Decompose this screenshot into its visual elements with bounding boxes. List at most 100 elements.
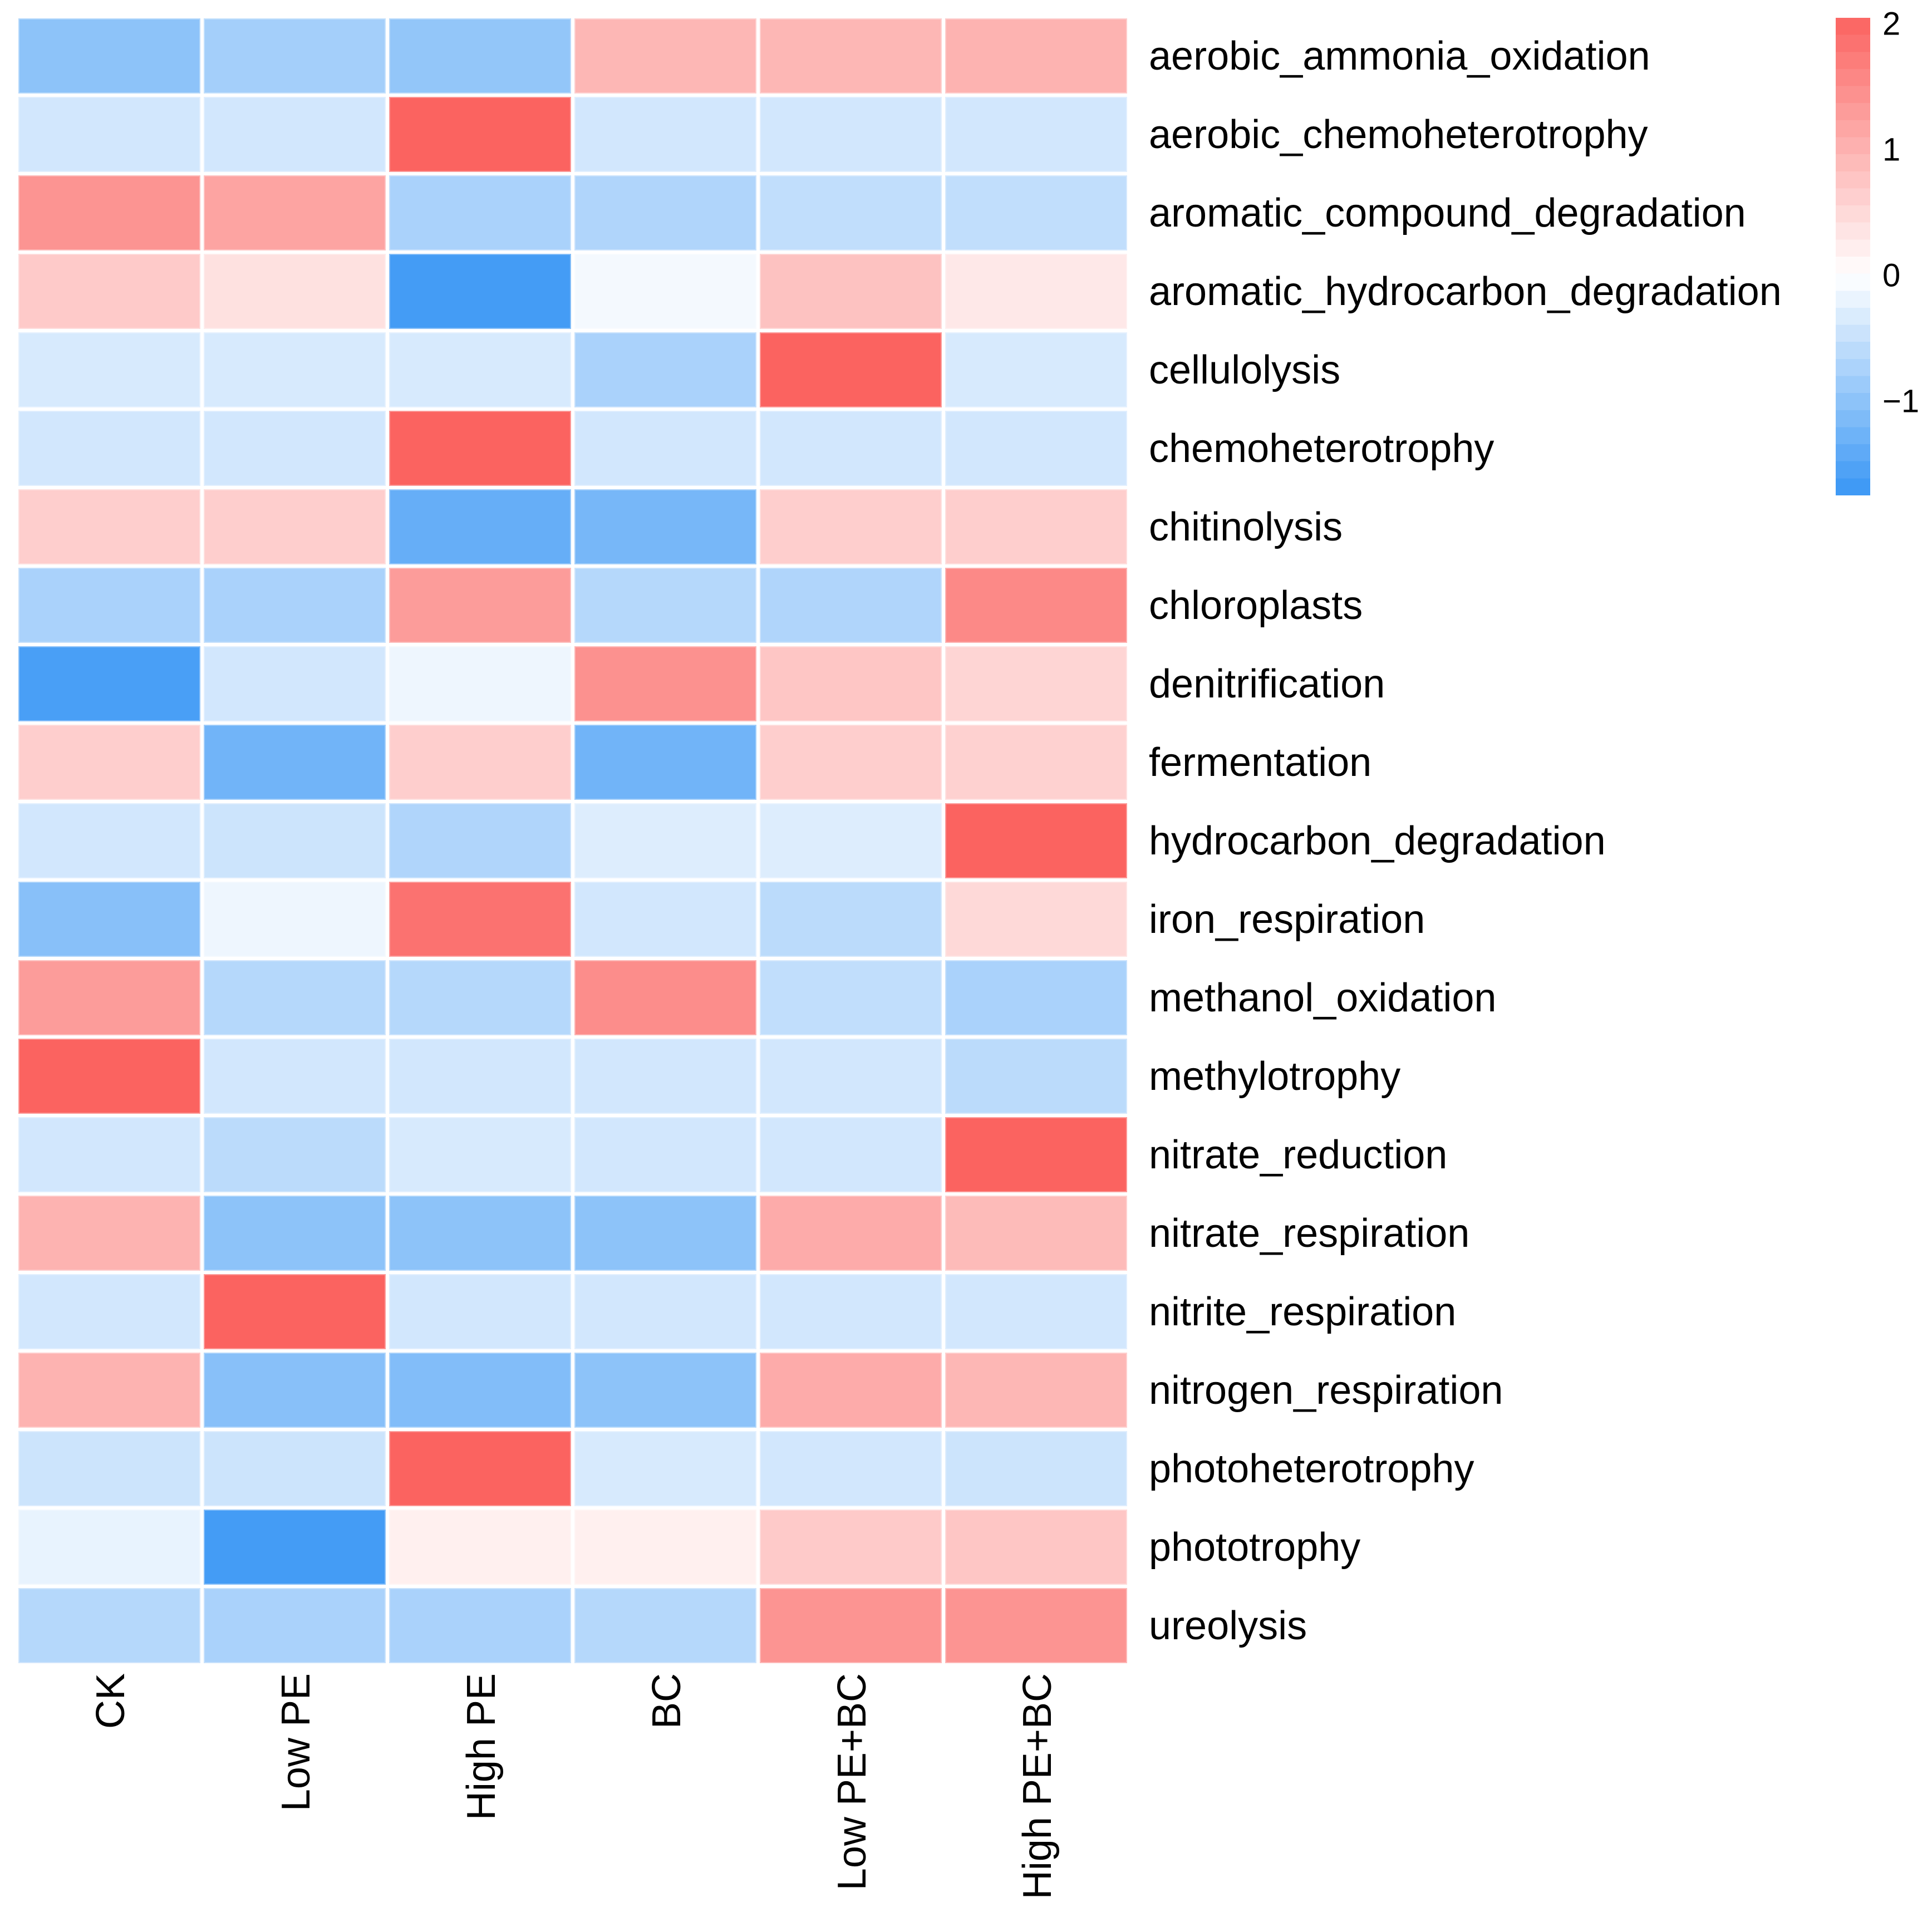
heatmap-cell: [389, 254, 571, 329]
heatmap-cell: [574, 725, 756, 800]
heatmap-cell: [574, 1117, 756, 1192]
heatmap-cell: [574, 411, 756, 486]
heatmap-cell: [204, 568, 386, 643]
heatmap-cell: [574, 882, 756, 957]
heatmap-cell: [760, 646, 942, 721]
heatmap-cell: [760, 332, 942, 407]
heatmap-cell: [389, 803, 571, 878]
heatmap-cell: [204, 332, 386, 407]
heatmap-cell: [574, 254, 756, 329]
heatmap-cell: [18, 1196, 200, 1271]
heatmap-cell: [945, 960, 1127, 1035]
row-label: cellulolysis: [1149, 347, 1341, 392]
column-axis-labels: CK Low PE High PE BC Low PE+BC High PE+BC: [18, 1673, 1127, 1918]
heatmap-cell: [945, 411, 1127, 486]
heatmap-cell: [389, 1588, 571, 1663]
heatmap-cell: [574, 175, 756, 250]
heatmap-cell: [945, 1117, 1127, 1192]
colorbar-tick-label: 1: [1882, 131, 1901, 168]
heatmap-cell: [760, 960, 942, 1035]
col-label: High PE: [459, 1673, 504, 1821]
heatmap-cell: [760, 1117, 942, 1192]
row-label: nitrate_reduction: [1149, 1132, 1448, 1177]
heatmap-cell: [204, 18, 386, 94]
row-label: iron_respiration: [1149, 897, 1425, 942]
heatmap-cell: [389, 1196, 571, 1271]
row-axis-labels: aerobic_ammonia_oxidation aerobic_chemohe…: [1149, 18, 1782, 1663]
row-label: denitrification: [1149, 661, 1385, 706]
heatmap-cell: [574, 1353, 756, 1428]
heatmap-cell: [945, 803, 1127, 878]
row-label: chloroplasts: [1149, 583, 1363, 628]
heatmap-cell: [18, 882, 200, 957]
heatmap-cell: [389, 1353, 571, 1428]
heatmap-cell: [18, 411, 200, 486]
heatmap-cell: [574, 1431, 756, 1506]
heatmap-cell: [204, 1588, 386, 1663]
heatmap-cell: [204, 960, 386, 1035]
col-label-slot: Low PE+BC: [760, 1673, 942, 1918]
heatmap-cell: [945, 1510, 1127, 1585]
heatmap-cell: [18, 1510, 200, 1585]
heatmap-cell: [204, 1039, 386, 1114]
row-label: methylotrophy: [1149, 1054, 1401, 1099]
heatmap-cell: [760, 254, 942, 329]
heatmap-cell: [204, 175, 386, 250]
heatmap-cell: [574, 1274, 756, 1349]
col-label-slot: Low PE: [204, 1673, 386, 1918]
heatmap-cell: [389, 646, 571, 721]
heatmap-cell: [389, 1510, 571, 1585]
heatmap-cell: [760, 725, 942, 800]
heatmap-cell: [760, 1039, 942, 1114]
heatmap-cell: [18, 254, 200, 329]
heatmap-cell: [18, 1431, 200, 1506]
heatmap-cell: [574, 803, 756, 878]
heatmap-cell: [18, 489, 200, 564]
heatmap-cell: [389, 1274, 571, 1349]
row-label: chemoheterotrophy: [1149, 426, 1495, 471]
heatmap-cell: [18, 175, 200, 250]
heatmap-cell: [760, 411, 942, 486]
row-label: aromatic_hydrocarbon_degradation: [1149, 269, 1782, 314]
colorbar-tick-label: 2: [1882, 6, 1901, 42]
col-label: High PE+BC: [1015, 1673, 1060, 1900]
heatmap: [18, 18, 1127, 1663]
heatmap-cell: [760, 1196, 942, 1271]
row-label: phototrophy: [1149, 1525, 1361, 1570]
heatmap-cell: [574, 97, 756, 172]
heatmap-cell: [18, 646, 200, 721]
colorbar-tick-label: 0: [1882, 257, 1901, 294]
heatmap-cell: [204, 489, 386, 564]
col-label: CK: [88, 1673, 133, 1729]
col-label: Low PE: [273, 1673, 318, 1812]
heatmap-cell: [945, 97, 1127, 172]
heatmap-cell: [945, 882, 1127, 957]
heatmap-cell: [18, 803, 200, 878]
heatmap-cell: [760, 1588, 942, 1663]
colorbar: [1836, 18, 1870, 495]
heatmap-cell: [574, 489, 756, 564]
row-label: aerobic_chemoheterotrophy: [1149, 112, 1648, 157]
heatmap-cell: [389, 725, 571, 800]
col-label-slot: High PE+BC: [945, 1673, 1127, 1918]
heatmap-cell: [389, 960, 571, 1035]
row-label: photoheterotrophy: [1149, 1446, 1474, 1491]
heatmap-cell: [204, 1117, 386, 1192]
heatmap-cell: [18, 725, 200, 800]
heatmap-cell: [945, 1196, 1127, 1271]
heatmap-cell: [945, 1588, 1127, 1663]
col-label-slot: High PE: [389, 1673, 571, 1918]
row-label: nitrogen_respiration: [1149, 1368, 1503, 1413]
heatmap-cell: [204, 725, 386, 800]
heatmap-cell: [945, 18, 1127, 94]
heatmap-cell: [760, 18, 942, 94]
row-label: aerobic_ammonia_oxidation: [1149, 33, 1650, 78]
heatmap-cell: [574, 568, 756, 643]
heatmap-cell: [945, 254, 1127, 329]
colorbar-tick-label: −1: [1882, 383, 1920, 420]
heatmap-cell: [945, 1039, 1127, 1114]
heatmap-cell: [760, 1431, 942, 1506]
heatmap-cell: [204, 254, 386, 329]
heatmap-cell: [760, 97, 942, 172]
